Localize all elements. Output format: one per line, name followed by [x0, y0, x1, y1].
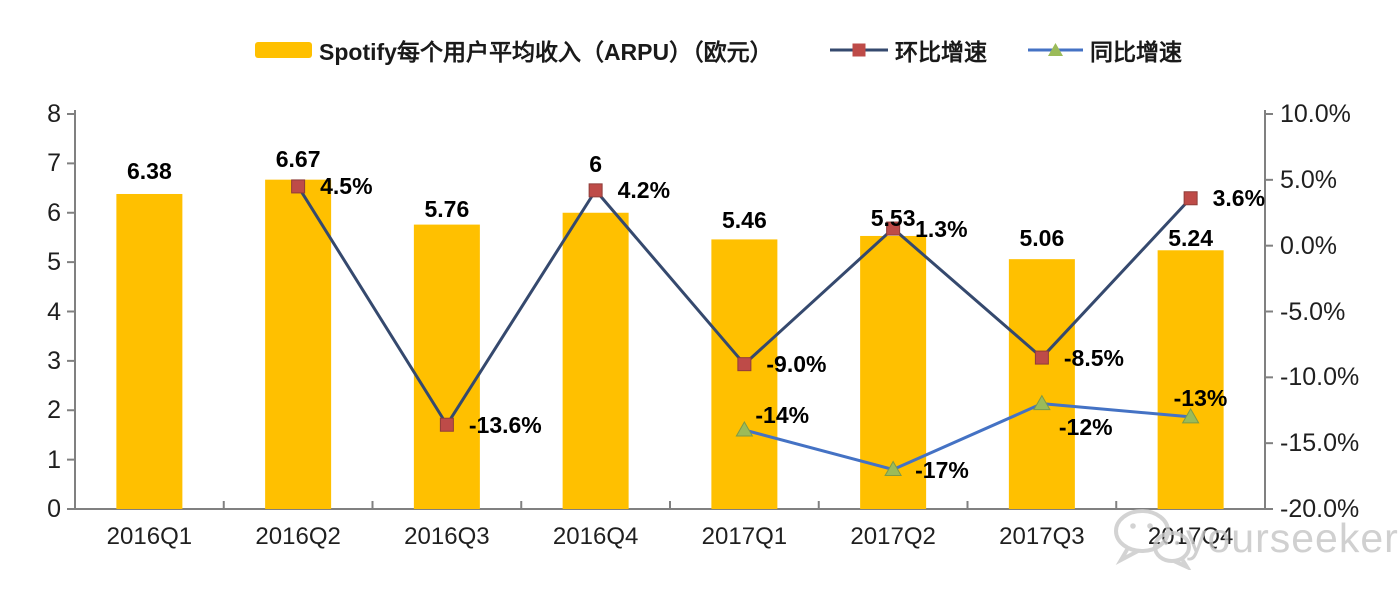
watermark: yourseeker: [1108, 506, 1399, 570]
yoy-marker: [1033, 394, 1051, 411]
legend-item-yoy: 同比增速: [1028, 36, 1182, 65]
yoy-marker: [1181, 407, 1200, 424]
qoq-marker: [291, 179, 306, 194]
watermark-text: yourseeker: [1186, 514, 1399, 561]
bar: [711, 239, 778, 509]
qoq-marker: [886, 221, 901, 236]
qoq-marker: [1183, 191, 1198, 206]
legend-yoy-label: 同比增速: [1090, 39, 1182, 65]
legend-item-arpu: Spotify每个用户平均收入（ARPU）（欧元）: [255, 36, 773, 65]
bar: [265, 179, 332, 509]
bar: [1008, 259, 1075, 509]
legend-arpu-label: Spotify每个用户平均收入（ARPU）（欧元）: [319, 39, 773, 65]
yoy-marker: [884, 460, 902, 476]
bar-series-swatch: [255, 42, 312, 58]
legend-item-qoq: 环比增速: [830, 36, 987, 65]
legend-qoq-label: 环比增速: [895, 39, 987, 65]
qoq-line-marker-icon: [830, 43, 888, 57]
yoy-line: [743, 402, 1191, 471]
qoq-marker: [439, 417, 454, 432]
bar: [413, 224, 480, 509]
wechat-icon: [1114, 509, 1192, 570]
qoq-marker: [588, 183, 603, 198]
bar: [562, 212, 629, 509]
yoy-line-marker-icon: [1028, 43, 1083, 56]
bar: [116, 193, 183, 510]
qoq-marker: [737, 357, 752, 372]
bar: [1157, 250, 1224, 509]
qoq-marker: [1034, 350, 1049, 365]
yoy-marker: [735, 420, 754, 437]
chart-legend: Spotify每个用户平均收入（ARPU）（欧元） 环比增速 同比增速: [0, 36, 1399, 66]
